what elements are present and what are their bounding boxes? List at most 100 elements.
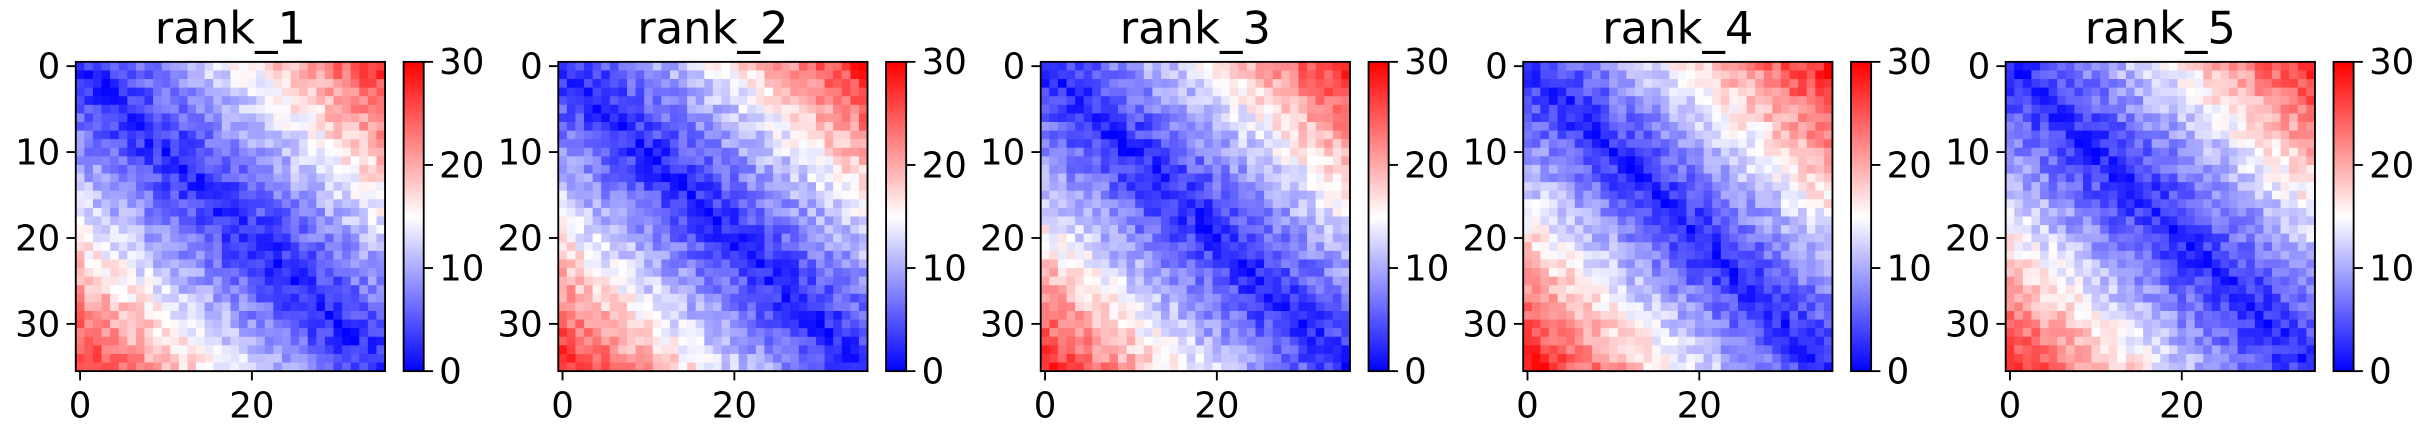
- heatmap-cell: [127, 173, 137, 183]
- heatmap-cell: [1298, 242, 1308, 252]
- heatmap-cell: [704, 87, 714, 97]
- heatmap-cell: [1203, 285, 1214, 295]
- heatmap-cell: [1160, 104, 1171, 114]
- colorbar-segment: [403, 80, 424, 85]
- heatmap-cell: [841, 276, 851, 286]
- heatmap-cell: [1289, 199, 1299, 209]
- heatmap-cell: [1143, 302, 1153, 312]
- heatmap-cell: [644, 121, 654, 132]
- heatmap-cell: [609, 61, 619, 71]
- heatmap-cell: [1332, 362, 1342, 372]
- heatmap-cell: [1092, 147, 1102, 157]
- heatmap-cell: [609, 139, 619, 149]
- heatmap-cell: [1152, 259, 1162, 269]
- heatmap-cell: [110, 225, 120, 235]
- heatmap-cell: [1289, 173, 1299, 183]
- heatmap-cell: [127, 293, 137, 303]
- heatmap-cell: [324, 173, 335, 183]
- heatmap-cell: [1229, 268, 1239, 278]
- heatmap-cell: [1203, 242, 1214, 252]
- heatmap-cell: [1203, 190, 1214, 200]
- heatmap-cell: [807, 121, 817, 132]
- heatmap-cell: [669, 345, 680, 355]
- heatmap-cell: [153, 79, 163, 89]
- heatmap-cell: [170, 293, 180, 303]
- heatmap-cell: [1626, 182, 1636, 192]
- heatmap-cell: [1169, 121, 1179, 132]
- x-tick-label: 20: [229, 386, 274, 427]
- heatmap-cell: [1737, 104, 1748, 114]
- heatmap-cell: [1720, 147, 1730, 157]
- heatmap-cell: [1669, 96, 1679, 106]
- heatmap-cell: [1186, 328, 1196, 338]
- heatmap-cell: [575, 79, 585, 89]
- heatmap-cell: [704, 362, 714, 372]
- heatmap-cell: [1100, 70, 1110, 80]
- colorbar-segment: [886, 157, 907, 162]
- heatmap-cell: [1703, 79, 1713, 89]
- heatmap-cell: [824, 216, 834, 226]
- heatmap-cell: [273, 173, 283, 183]
- heatmap-cell: [1686, 199, 1696, 209]
- heatmap-cell: [144, 121, 154, 132]
- heatmap-cell: [1143, 113, 1153, 123]
- colorbar-segment: [403, 222, 424, 227]
- heatmap-cell: [687, 121, 697, 132]
- heatmap-cell: [144, 268, 154, 278]
- colorbar-segment: [1368, 185, 1389, 190]
- heatmap-cell: [1040, 70, 1050, 80]
- heatmap-cell: [221, 268, 231, 278]
- heatmap-cell: [1238, 345, 1248, 355]
- heatmap-cell: [1780, 113, 1791, 123]
- heatmap-cell: [161, 345, 171, 355]
- heatmap-cell: [118, 336, 128, 346]
- heatmap-cell: [592, 130, 602, 140]
- heatmap-cell: [1264, 310, 1274, 321]
- heatmap-cell: [153, 233, 163, 243]
- heatmap-cell: [781, 113, 791, 123]
- heatmap-cell: [704, 276, 714, 286]
- heatmap-cell: [566, 259, 576, 269]
- heatmap-cell: [1600, 182, 1610, 192]
- heatmap-cell: [299, 164, 309, 175]
- heatmap-cell: [1600, 164, 1610, 175]
- colorbar-segment: [886, 219, 907, 224]
- heatmap-cell: [644, 242, 654, 252]
- heatmap-cell: [558, 104, 568, 114]
- heatmap-cell: [1341, 104, 1351, 114]
- heatmap-cell: [721, 276, 731, 286]
- heatmap-cell: [1289, 87, 1299, 97]
- heatmap-cell: [704, 164, 714, 175]
- heatmap-cell: [144, 328, 154, 338]
- heatmap-cell: [1109, 207, 1119, 218]
- heatmap-cell: [1307, 164, 1317, 175]
- heatmap-cell: [1178, 319, 1188, 329]
- heatmap-cell: [1118, 199, 1128, 209]
- heatmap-cell: [1118, 293, 1128, 303]
- heatmap-cell: [187, 225, 197, 235]
- heatmap-cell: [1118, 276, 1128, 286]
- heatmap-cell: [704, 96, 714, 106]
- heatmap-cell: [316, 276, 326, 286]
- heatmap-cell: [1178, 285, 1188, 295]
- heatmap-cell: [1609, 225, 1619, 235]
- heatmap-cell: [773, 336, 783, 346]
- heatmap-cell: [153, 285, 163, 295]
- colorbar-segment: [403, 170, 424, 174]
- heatmap-cell: [773, 199, 783, 209]
- heatmap-cell: [273, 293, 283, 303]
- heatmap-cell: [1755, 130, 1765, 140]
- heatmap-cell: [635, 173, 645, 183]
- heatmap-cell: [161, 319, 171, 329]
- heatmap-cell: [661, 362, 671, 372]
- heatmap-cell: [1686, 207, 1696, 218]
- heatmap-cell: [1100, 259, 1110, 269]
- heatmap-cell: [773, 173, 783, 183]
- heatmap-cell: [575, 190, 585, 200]
- heatmap-cell: [196, 285, 206, 295]
- heatmap-cell: [1540, 173, 1550, 183]
- heatmap-cell: [781, 353, 791, 364]
- heatmap-cell: [1264, 164, 1274, 175]
- heatmap-cell: [247, 302, 257, 312]
- heatmap-cell: [1152, 242, 1162, 252]
